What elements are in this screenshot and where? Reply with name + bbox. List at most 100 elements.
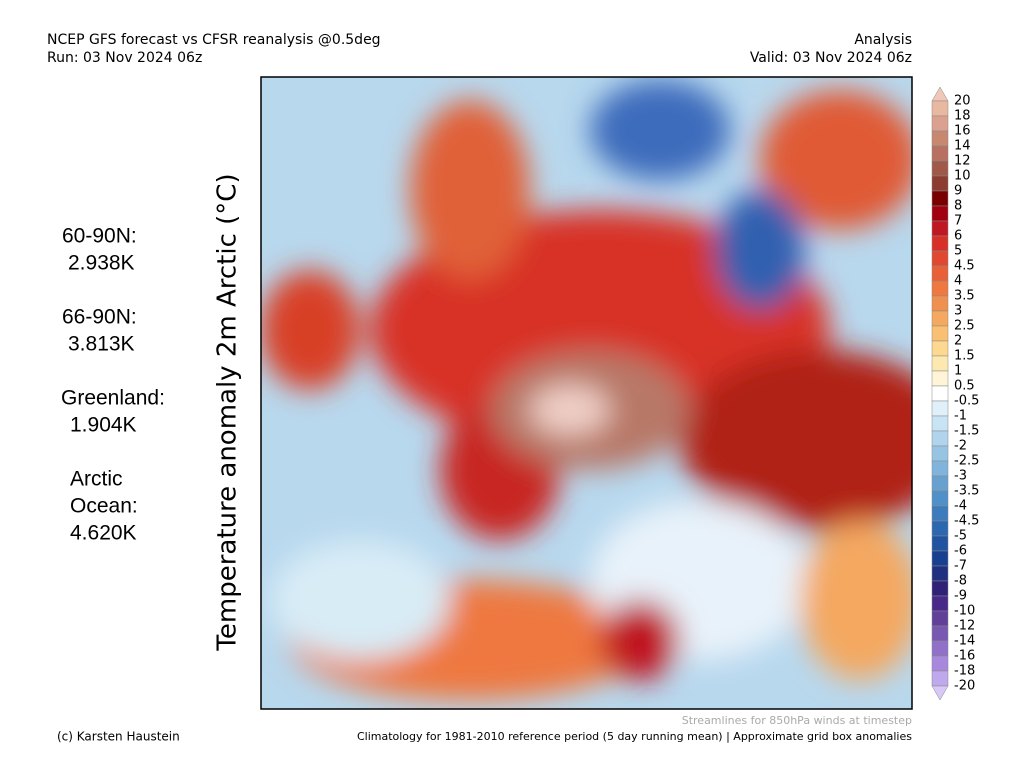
colorbar-swatch <box>931 550 949 567</box>
colorbar-swatch <box>931 655 949 672</box>
colorbar-label: -0.5 <box>954 394 979 409</box>
colorbar: 201816141210987654.543.532.521.510.5-0.5… <box>931 86 979 701</box>
colorbar-label: 4.5 <box>954 259 975 274</box>
colorbar-label: 5 <box>954 244 962 259</box>
stat-line: 66-90N: <box>62 306 137 329</box>
colorbar-label: 16 <box>954 124 971 139</box>
colorbar-swatch <box>931 625 949 642</box>
colorbar-label: 8 <box>954 199 962 214</box>
colorbar-swatch <box>931 460 949 477</box>
stat-line: 1.904K <box>70 414 137 437</box>
colorbar-swatch <box>931 475 949 492</box>
colorbar-swatch <box>931 430 949 447</box>
colorbar-label: 3.5 <box>954 289 975 304</box>
colorbar-label: 9 <box>954 184 962 199</box>
colorbar-label: 10 <box>954 169 971 184</box>
stat-line: 4.620K <box>70 522 137 545</box>
colorbar-swatch <box>931 370 949 387</box>
colorbar-label: -2.5 <box>954 454 979 469</box>
colorbar-swatch <box>931 385 949 402</box>
colorbar-label: 14 <box>954 139 971 154</box>
colorbar-swatch <box>931 115 949 132</box>
colorbar-label: 2 <box>954 334 962 349</box>
colorbar-swatch <box>931 355 949 372</box>
colorbar-swatch <box>931 310 949 327</box>
colorbar-swatch <box>931 595 949 612</box>
stat-line: Ocean: <box>70 495 138 518</box>
colorbar-swatch <box>931 235 949 252</box>
colorbar-swatch <box>931 325 949 342</box>
colorbar-label: 0.5 <box>954 379 975 394</box>
colorbar-swatch <box>931 640 949 657</box>
map-frame <box>260 76 913 710</box>
colorbar-label: -2 <box>954 439 967 454</box>
stat-line: 60-90N: <box>62 225 137 248</box>
colorbar-label: 1.5 <box>954 349 975 364</box>
colorbar-swatch <box>931 490 949 507</box>
stat-line: 2.938K <box>68 252 135 275</box>
colorbar-end <box>931 685 949 701</box>
colorbar-label: -7 <box>954 559 967 574</box>
mode: Analysis <box>854 32 912 48</box>
colorbar-label: -5 <box>954 529 967 544</box>
colorbar-swatch <box>931 400 949 417</box>
colorbar-label: -14 <box>954 634 975 649</box>
colorbar-label: 1 <box>954 364 962 379</box>
map <box>261 77 912 709</box>
colorbar-label: 2.5 <box>954 319 975 334</box>
colorbar-label: 4 <box>954 274 962 289</box>
colorbar-label: 3 <box>954 304 962 319</box>
title: NCEP GFS forecast vs CFSR reanalysis @0.… <box>47 32 381 48</box>
valid-time: Valid: 03 Nov 2024 06z <box>750 50 912 66</box>
colorbar-label: 7 <box>954 214 962 229</box>
colorbar-label: -3 <box>954 469 967 484</box>
side-label: Temperature anomaly 2m Arctic (°C) <box>213 173 243 651</box>
colorbar-label: 20 <box>954 94 971 109</box>
colorbar-label: 18 <box>954 109 971 124</box>
colorbar-label: 12 <box>954 154 971 169</box>
colorbar-label: -1 <box>954 409 967 424</box>
colorbar-swatch <box>931 580 949 597</box>
colorbar-label: -4 <box>954 499 967 514</box>
colorbar-label: -9 <box>954 589 967 604</box>
colorbar-swatch <box>931 250 949 267</box>
colorbar-label: -8 <box>954 574 967 589</box>
colorbar-label: -18 <box>954 664 975 679</box>
stats: 60-90N: 2.938K 66-90N: 3.813K Greenland: 1.90… <box>61 225 165 545</box>
credit: (c) Karsten Haustein <box>57 730 180 744</box>
streamline-note: Streamlines for 850hPa winds at timestep <box>682 714 912 727</box>
colorbar-label: -6 <box>954 544 967 559</box>
stat-line: Greenland: <box>61 387 165 410</box>
colorbar-label: -16 <box>954 649 975 664</box>
colorbar-swatch <box>931 160 949 177</box>
colorbar-swatch <box>931 280 949 297</box>
colorbar-swatch <box>931 145 949 162</box>
colorbar-swatch <box>931 220 949 237</box>
colorbar-label: -3.5 <box>954 484 979 499</box>
colorbar-swatch <box>931 535 949 552</box>
colorbar-swatch <box>931 100 949 117</box>
colorbar-swatch <box>931 565 949 582</box>
stat-line: 3.813K <box>68 333 135 356</box>
stat-line: Arctic <box>70 468 123 491</box>
colorbar-swatch <box>931 340 949 357</box>
colorbar-end <box>931 86 949 102</box>
colorbar-swatch <box>931 295 949 312</box>
colorbar-swatch <box>931 130 949 147</box>
colorbar-label: -20 <box>954 679 975 694</box>
climatology-note: Climatology for 1981-2010 reference peri… <box>357 730 912 743</box>
colorbar-swatch <box>931 445 949 462</box>
colorbar-swatch <box>931 610 949 627</box>
colorbar-swatch <box>931 190 949 207</box>
colorbar-swatch <box>931 265 949 282</box>
colorbar-label: -10 <box>954 604 975 619</box>
colorbar-label: -12 <box>954 619 975 634</box>
colorbar-label: 6 <box>954 229 962 244</box>
colorbar-swatch <box>931 205 949 222</box>
run-time: Run: 03 Nov 2024 06z <box>47 50 202 66</box>
colorbar-swatch <box>931 520 949 537</box>
colorbar-swatch <box>931 415 949 432</box>
colorbar-label: -4.5 <box>954 514 979 529</box>
colorbar-label: -1.5 <box>954 424 979 439</box>
